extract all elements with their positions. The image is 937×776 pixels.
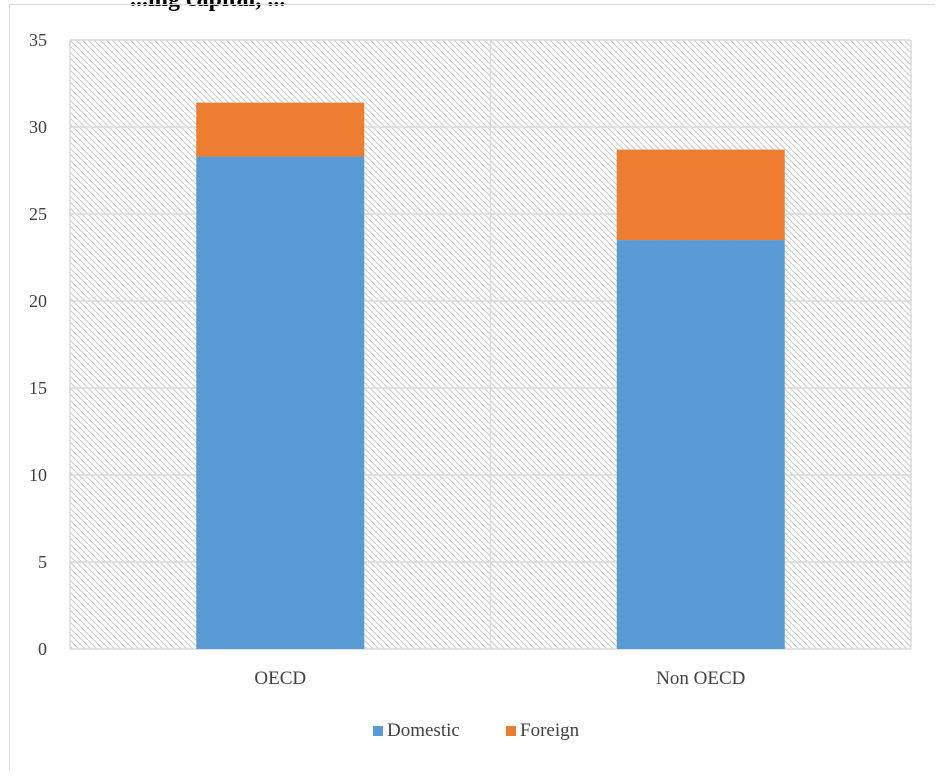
bar-domestic-non-oecd [616,240,785,649]
bar-domestic-oecd [196,156,365,649]
y-tick-label: 30 [29,117,47,137]
legend: Domestic Foreign [373,720,580,741]
x-axis-tick-labels: OECD Non OECD [254,668,745,689]
y-axis-tick-labels: 0 5 10 15 20 25 30 35 [29,30,47,659]
bar-foreign-oecd [196,102,365,157]
chart-caption: ...ing capital, ... [130,0,285,13]
stacked-bar-chart: 0 5 10 15 20 25 30 35 OECD Non OECD Domestic Fore… [29,30,912,741]
legend-swatch [373,726,383,736]
y-tick-label: 10 [29,465,47,485]
y-tick-label: 25 [29,204,47,224]
chart-frame: 0 5 10 15 20 25 30 35 OECD Non OECD Domestic Fore… [9,4,935,770]
y-tick-label: 5 [38,552,47,572]
x-tick-label: Non OECD [656,668,745,689]
y-tick-label: 20 [29,291,47,311]
legend-label: Domestic [387,720,460,741]
bars [196,102,785,649]
y-tick-label: 15 [29,378,47,398]
y-tick-label: 35 [29,30,47,50]
x-tick-label: OECD [254,668,306,689]
legend-swatch [506,726,516,736]
y-tick-label: 0 [38,639,47,659]
legend-label: Foreign [520,720,580,741]
bar-foreign-non-oecd [616,149,785,241]
